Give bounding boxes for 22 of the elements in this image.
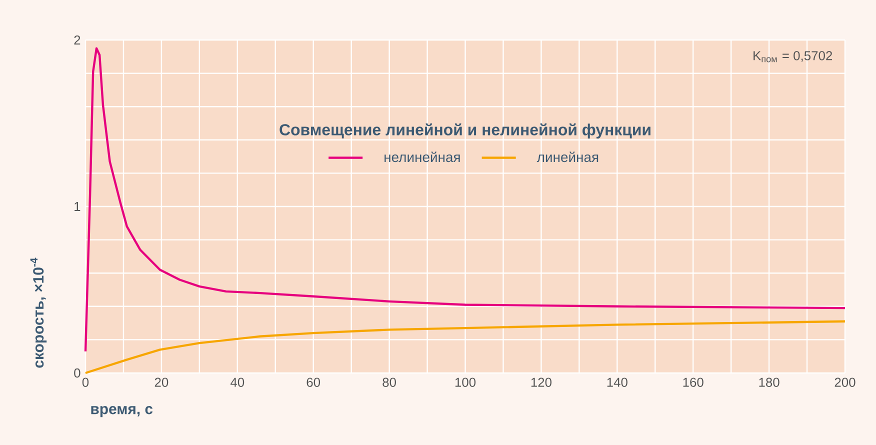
y-axis-title: скорость, ×10$^{-4}$ xyxy=(30,258,47,368)
legend-label: нелинейная xyxy=(384,152,460,162)
annotation: K$_{пом}$ = 0,5702 xyxy=(754,51,832,62)
x-tick-label: 0 xyxy=(82,378,89,387)
legend-title: Совмещение линейной и нелинейной функции xyxy=(280,123,650,139)
legend-label: линейная xyxy=(536,152,598,162)
x-tick-label: 80 xyxy=(382,378,396,387)
x-tick-label: 20 xyxy=(154,378,168,387)
x-tick-label: 200 xyxy=(834,378,856,387)
x-tick-label: 100 xyxy=(455,378,476,387)
x-tick-label: 160 xyxy=(683,378,704,387)
x-tick-label: 40 xyxy=(230,378,244,387)
x-tick-label: 120 xyxy=(531,378,552,387)
x-tick-label: 180 xyxy=(759,378,780,387)
x-tick-label: 60 xyxy=(306,378,320,387)
line-series xyxy=(84,320,846,374)
line-series xyxy=(84,47,846,352)
x-axis-title: время, с xyxy=(91,406,153,418)
y-tick-label: 0 xyxy=(74,368,80,378)
y-tick-label: 2 xyxy=(74,35,80,45)
x-tick-label: 140 xyxy=(607,378,628,387)
y-tick-label: 1 xyxy=(74,202,80,211)
